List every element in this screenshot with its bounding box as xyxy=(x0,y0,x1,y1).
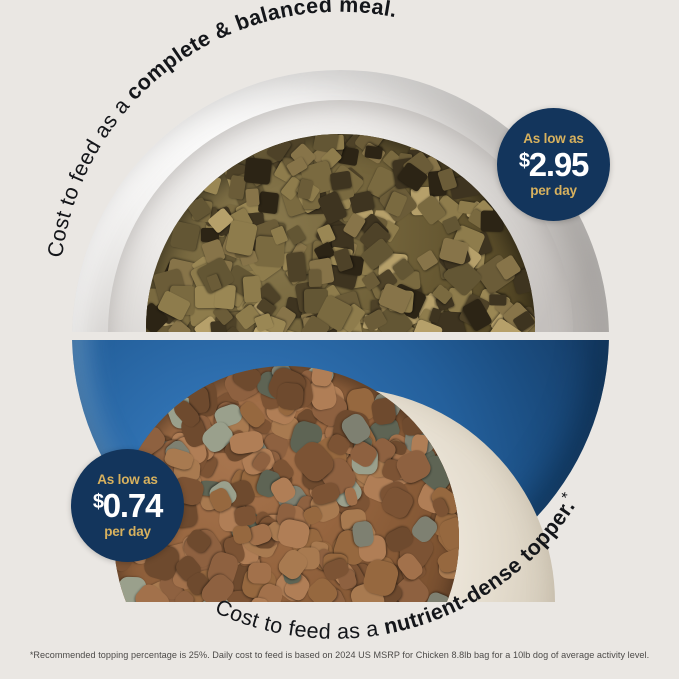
food-piece xyxy=(310,366,334,388)
price-badge-topper: As low as $ 0.74 per day xyxy=(71,449,184,562)
food-piece xyxy=(243,156,272,185)
badge-amount: $ 2.95 xyxy=(518,145,590,183)
food-piece xyxy=(364,144,384,160)
food-piece xyxy=(329,170,353,190)
badge-price-value: 0.74 xyxy=(102,486,164,524)
price-badge-complete-meal: As low as $ 2.95 per day xyxy=(497,108,610,221)
badge-period-label: per day xyxy=(104,523,151,539)
food-piece xyxy=(258,191,280,215)
food-piece xyxy=(308,269,322,287)
food-piece xyxy=(248,562,272,585)
food-piece xyxy=(416,249,439,271)
food-piece xyxy=(285,251,308,283)
food-piece xyxy=(402,415,426,436)
food-piece xyxy=(480,209,504,232)
food-piece xyxy=(488,293,507,306)
badge-eyebrow-label: As low as xyxy=(523,131,584,146)
badge-currency-symbol: $ xyxy=(518,149,530,172)
food-piece xyxy=(369,396,397,426)
badge-price-value: 2.95 xyxy=(528,145,590,183)
food-piece xyxy=(285,224,306,245)
food-piece xyxy=(243,275,262,304)
badge-period-label: per day xyxy=(530,182,577,198)
badge-currency-symbol: $ xyxy=(92,490,104,513)
badge-amount: $ 0.74 xyxy=(92,486,164,524)
badge-eyebrow-label: As low as xyxy=(97,472,158,487)
food-piece xyxy=(245,188,260,207)
food-piece xyxy=(169,220,201,252)
panel-divider xyxy=(0,332,679,341)
footnote-disclaimer: *Recommended topping percentage is 25%. … xyxy=(29,650,650,660)
food-piece xyxy=(276,382,305,411)
